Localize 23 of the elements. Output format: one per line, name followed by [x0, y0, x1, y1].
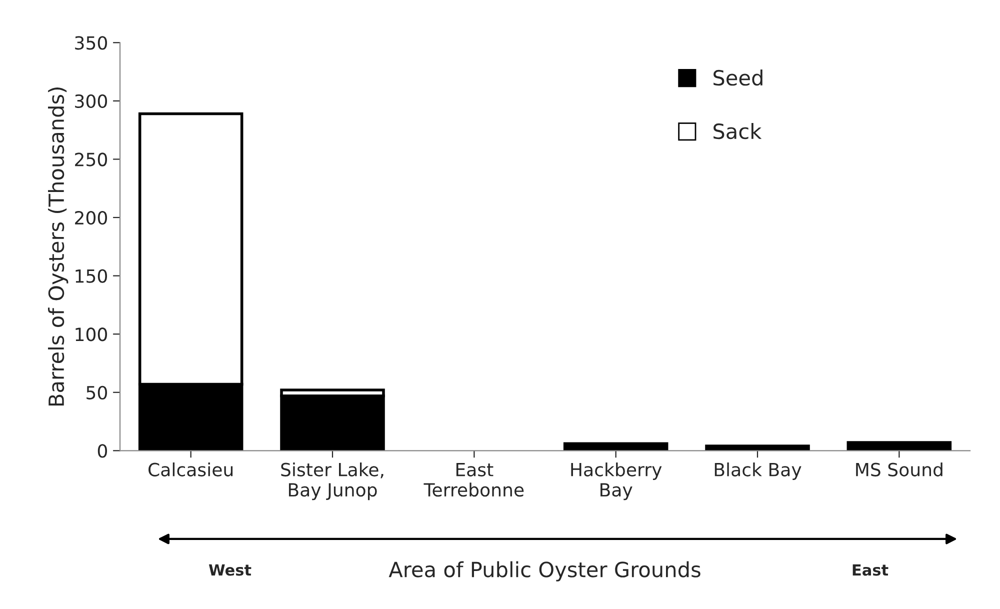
y-tick-label: 200 — [75, 210, 107, 225]
y-tick-label: 100 — [76, 328, 107, 342]
text: East — [852, 564, 888, 576]
legend-label: Sack — [714, 123, 762, 140]
x-axis-title: Area of Public Oyster Grounds — [388, 561, 700, 582]
x-tick-label: MS Sound — [856, 462, 942, 476]
bar — [705, 444, 810, 451]
y-tick-label: 50 — [86, 386, 107, 400]
x-tick-label: East Terrebonne — [424, 463, 524, 497]
y-tick-label: 0 — [98, 444, 107, 458]
x-tick-label: Calcasieu — [148, 462, 233, 476]
y-tick-label: 150 — [76, 269, 107, 283]
text: West — [208, 564, 252, 576]
x-tick-label: Hackberry Bay — [571, 462, 662, 500]
y-tick-label: 350 — [75, 36, 107, 50]
y-axis-title: Barrels of Oysters (Thousands) — [48, 88, 68, 406]
legend-label: Seed — [714, 70, 762, 86]
x-tick-label: Sister Lake, Bay Junop — [281, 462, 384, 500]
bar — [563, 442, 668, 451]
y-tick-label: 300 — [75, 94, 107, 108]
bar — [846, 441, 952, 451]
y-tick-label: 250 — [75, 152, 107, 166]
x-tick-label: Black Bay — [714, 462, 802, 480]
